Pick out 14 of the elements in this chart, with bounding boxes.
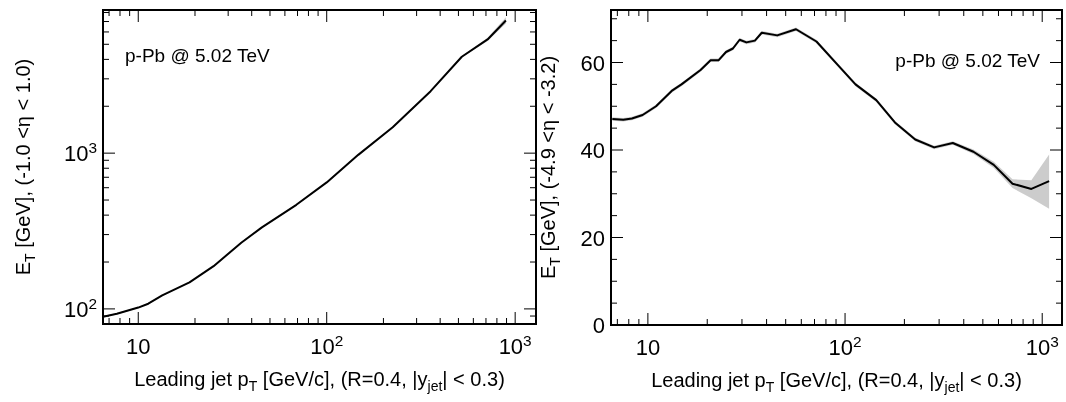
x-axis-title: Leading jet p$_{T}$ [GeV/c], (R=0.4, |y$_{jet}$| < 0.3) [651, 369, 1022, 395]
x-tick-label: 10$^{2}$ [310, 332, 344, 359]
x-tick-label: 10$^{2}$ [828, 333, 862, 360]
y-tick-label: 20 [580, 225, 605, 251]
y-tick-label: 0 [592, 313, 605, 338]
y-tick-label: 60 [580, 50, 605, 76]
x-tick-label: 10$^{3}$ [498, 332, 532, 359]
annotation: p-Pb @ 5.02 TeV [895, 50, 1041, 71]
annotation: p-Pb @ 5.02 TeV [125, 45, 270, 66]
x-tick-label: 10$^{3}$ [1025, 333, 1059, 360]
x-tick-label: 10 [126, 334, 151, 359]
x-tick-label: 10 [635, 335, 661, 360]
x-axis-title: Leading jet p$_{T}$ [GeV/c], (R=0.4, |y$_{jet}$| < 0.3) [134, 368, 505, 394]
y-tick-label: 40 [580, 138, 605, 163]
